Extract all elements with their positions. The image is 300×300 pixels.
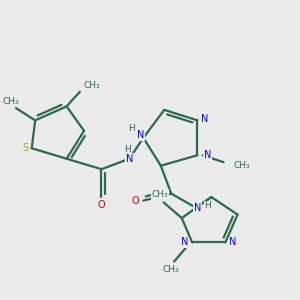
Text: CH₃: CH₃ — [83, 81, 100, 90]
Text: N: N — [181, 238, 188, 248]
Text: H: H — [205, 201, 211, 210]
Text: CH₃: CH₃ — [152, 190, 168, 199]
Text: H: H — [124, 146, 131, 154]
Text: N: N — [229, 238, 237, 248]
Text: CH₃: CH₃ — [233, 160, 250, 169]
Text: N: N — [194, 202, 201, 213]
Text: O: O — [132, 196, 140, 206]
Text: N: N — [201, 114, 209, 124]
Text: N: N — [126, 154, 133, 164]
Text: N: N — [137, 130, 144, 140]
Text: H: H — [128, 124, 134, 133]
Text: S: S — [22, 142, 28, 153]
Text: N: N — [203, 150, 211, 160]
Text: CH₃: CH₃ — [2, 98, 19, 106]
Text: O: O — [98, 200, 105, 210]
Text: CH₃: CH₃ — [162, 265, 179, 274]
